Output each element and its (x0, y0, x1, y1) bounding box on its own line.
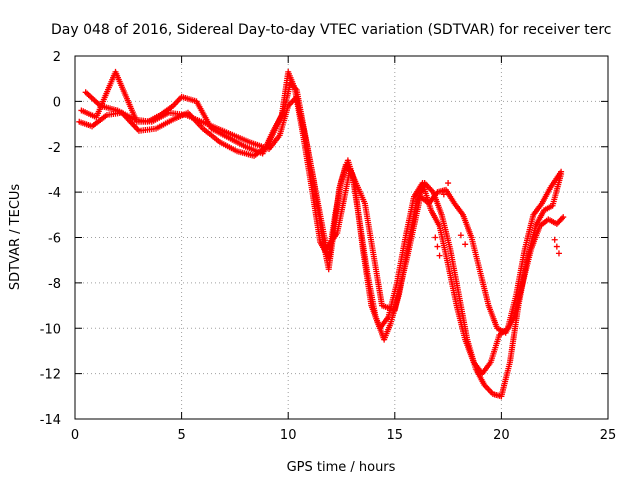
y-tick-label: 2 (53, 50, 61, 65)
data-point (436, 252, 443, 259)
x-tick-label: 15 (387, 428, 404, 443)
x-axis-label: GPS time / hours (287, 460, 396, 475)
data-point (457, 232, 464, 239)
x-tick-label: 5 (177, 428, 185, 443)
data-point (555, 250, 562, 257)
x-tick-label: 20 (493, 428, 510, 443)
chart-title: Day 048 of 2016, Sidereal Day-to-day VTE… (51, 22, 611, 38)
data-points (76, 68, 567, 400)
data-point (553, 243, 560, 250)
data-point (432, 234, 439, 241)
data-point (434, 243, 441, 250)
x-tick-label: 0 (71, 428, 79, 443)
axis-ticks: 0 5 10 15 20 25 -14 -12 -10 -8 -6 -4 -2 0 2 (40, 50, 617, 443)
data-point (462, 241, 469, 248)
data-point (558, 168, 565, 175)
data-point (440, 191, 447, 198)
x-tick-label: 25 (600, 428, 617, 443)
y-tick-label: 0 (53, 95, 61, 110)
x-tick-label: 10 (280, 428, 297, 443)
y-axis-label: SDTVAR / TECUs (8, 184, 23, 291)
y-tick-label: -8 (48, 277, 61, 292)
y-tick-label: -10 (40, 322, 61, 337)
y-tick-label: -12 (40, 368, 61, 383)
data-point (445, 180, 452, 187)
data-point (551, 236, 558, 243)
series-track-3 (82, 89, 567, 336)
series-stray-points (432, 180, 562, 259)
y-tick-label: -2 (48, 141, 61, 156)
y-tick-label: -6 (48, 232, 61, 247)
y-tick-label: -14 (40, 413, 61, 428)
data-point (560, 214, 567, 221)
y-tick-label: -4 (48, 186, 61, 201)
